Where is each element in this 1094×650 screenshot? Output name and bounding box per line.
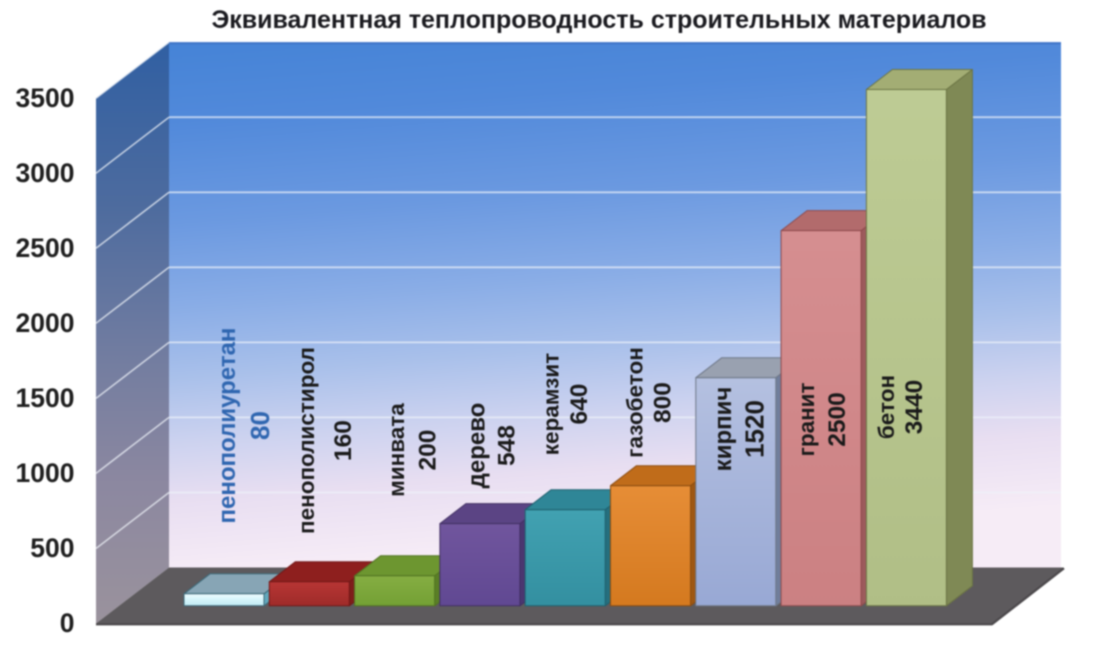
svg-text:1520: 1520 — [739, 400, 769, 458]
svg-text:3000: 3000 — [16, 158, 75, 188]
svg-text:керамзит: керамзит — [539, 353, 564, 455]
svg-text:Эквивалентная теплопроводность: Эквивалентная теплопроводность строитель… — [211, 6, 986, 34]
svg-text:200: 200 — [415, 430, 442, 471]
svg-text:800: 800 — [650, 382, 677, 423]
svg-text:пенополистирол: пенополистирол — [294, 347, 319, 534]
svg-text:гранит: гранит — [794, 382, 819, 456]
svg-text:500: 500 — [30, 533, 74, 563]
svg-text:0: 0 — [60, 608, 75, 638]
svg-text:160: 160 — [330, 420, 357, 461]
svg-text:1000: 1000 — [16, 458, 75, 488]
svg-text:газобетон: газобетон — [622, 347, 647, 458]
svg-text:640: 640 — [566, 384, 593, 425]
svg-text:1500: 1500 — [16, 383, 75, 413]
svg-text:минвата: минвата — [384, 403, 409, 497]
svg-text:2000: 2000 — [16, 308, 75, 338]
svg-text:бетон: бетон — [874, 375, 899, 439]
svg-text:кирпич: кирпич — [710, 387, 737, 472]
svg-text:3500: 3500 — [16, 83, 75, 113]
svg-text:3440: 3440 — [901, 380, 928, 435]
svg-text:80: 80 — [245, 411, 275, 440]
svg-text:2500: 2500 — [16, 233, 75, 263]
svg-text:пенополиуретан: пенополиуретан — [214, 328, 241, 524]
svg-text:дерево: дерево — [464, 403, 491, 489]
svg-text:2500: 2500 — [824, 392, 851, 447]
svg-text:548: 548 — [494, 425, 521, 466]
